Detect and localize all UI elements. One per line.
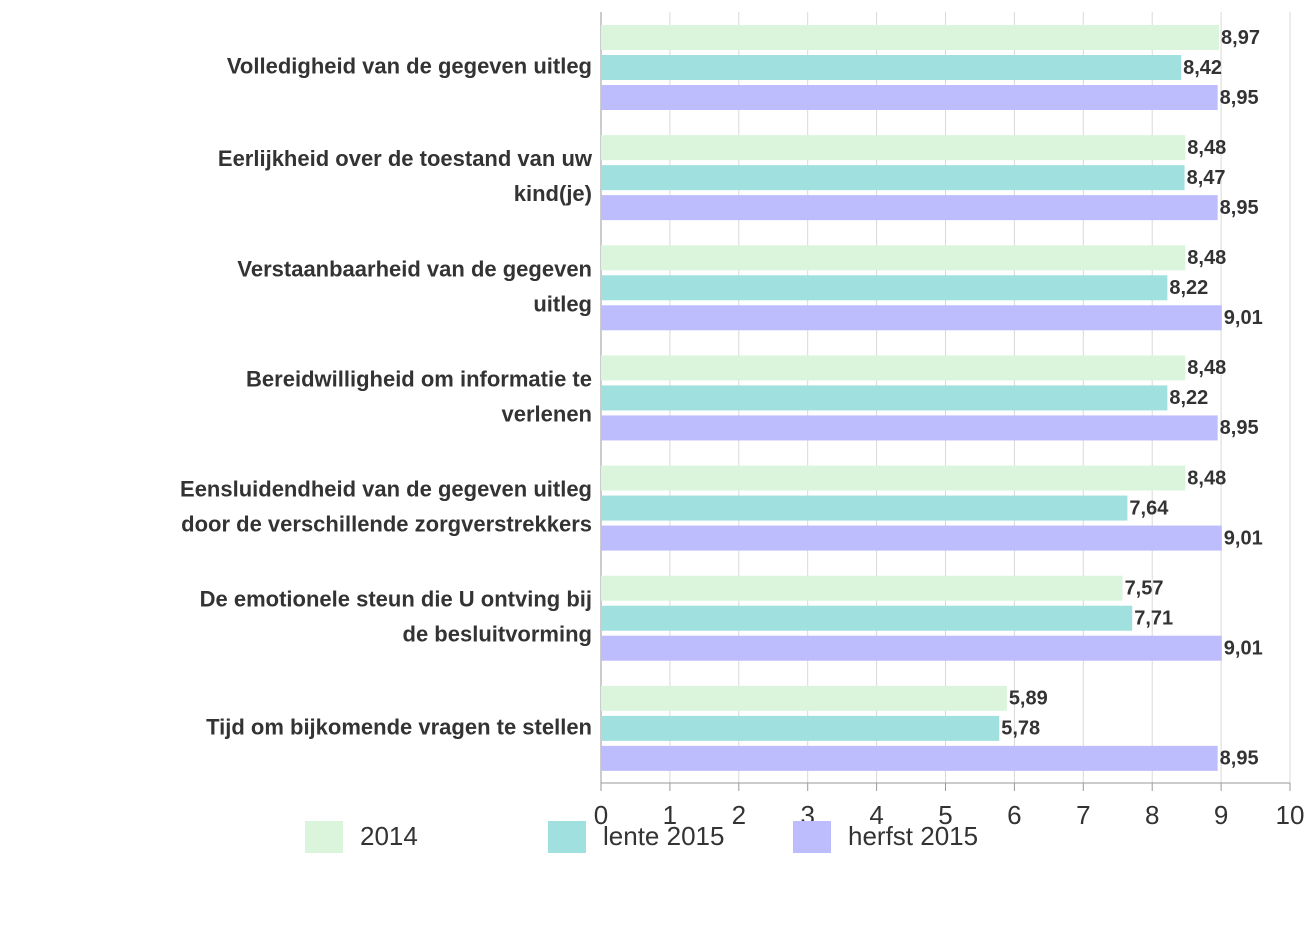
bar: [601, 745, 1218, 771]
value-label: 8,48: [1187, 247, 1226, 269]
legend-label: lente 2015: [603, 821, 724, 851]
bar: [601, 165, 1185, 191]
category-label: Verstaanbaarheid van de gegeven uitleg: [237, 256, 592, 316]
bar: [601, 355, 1186, 381]
category-label: Eensluidendheid van de gegeven uitleg doo…: [180, 476, 592, 536]
bar: [601, 275, 1168, 301]
bar: [601, 715, 1000, 741]
legend-label: herfst 2015: [848, 821, 978, 851]
bar: [601, 635, 1222, 661]
legend-swatch: [305, 821, 343, 853]
bar: [601, 195, 1218, 221]
value-label: 8,95: [1220, 748, 1259, 770]
bar: [601, 605, 1133, 631]
value-label: 7,71: [1134, 607, 1173, 629]
value-label: 9,01: [1224, 637, 1263, 659]
value-label: 8,48: [1187, 137, 1226, 159]
category-label: Bereidwilligheid om informatie te verlene…: [246, 366, 592, 426]
value-label: 8,48: [1187, 357, 1226, 379]
value-label: 8,42: [1183, 57, 1222, 79]
bar: [601, 85, 1218, 110]
bar: [601, 385, 1168, 411]
bar: [601, 55, 1182, 80]
x-tick-label: 2: [732, 800, 746, 830]
category-label: Volledigheid van de gegeven uitleg: [227, 53, 592, 78]
value-label: 9,01: [1224, 307, 1263, 329]
value-label: 8,95: [1220, 417, 1259, 439]
legend-swatch: [793, 821, 831, 853]
value-label: 8,97: [1221, 27, 1260, 49]
value-label: 8,22: [1169, 277, 1208, 299]
bar: [601, 135, 1186, 161]
bar: [601, 305, 1222, 331]
x-tick-label: 10: [1276, 800, 1305, 830]
x-tick-label: 7: [1076, 800, 1090, 830]
category-label: Eerlijkheid over de toestand van uw kind(…: [218, 146, 593, 206]
bar: [601, 245, 1186, 271]
value-label: 7,57: [1125, 577, 1164, 599]
bar: [601, 465, 1186, 491]
bar: [601, 525, 1222, 551]
bar: [601, 575, 1123, 601]
x-tick-label: 6: [1007, 800, 1021, 830]
category-label: De emotionele steun die U ontving bij de …: [200, 587, 592, 647]
value-label: 8,22: [1169, 387, 1208, 409]
bar: [601, 685, 1007, 711]
x-tick-label: 4: [869, 800, 883, 830]
value-label: 5,89: [1009, 688, 1048, 710]
value-label: 8,47: [1187, 167, 1226, 189]
legend-swatch: [548, 821, 586, 853]
value-label: 8,95: [1220, 197, 1259, 219]
value-label: 9,01: [1224, 527, 1263, 549]
bar: [601, 495, 1128, 521]
bar: [601, 25, 1220, 50]
value-label: 8,48: [1187, 467, 1226, 489]
legend-label: 2014: [360, 821, 418, 851]
value-label: 5,78: [1001, 718, 1040, 740]
x-tick-label: 0: [594, 800, 608, 830]
x-tick-label: 9: [1214, 800, 1228, 830]
category-label: Tijd om bijkomende vragen te stellen: [206, 714, 592, 739]
value-label: 7,64: [1129, 497, 1169, 519]
value-label: 8,95: [1220, 87, 1259, 109]
bar: [601, 415, 1218, 441]
x-tick-label: 8: [1145, 800, 1159, 830]
x-tick-label: 1: [663, 800, 677, 830]
x-tick-label: 5: [938, 800, 952, 830]
